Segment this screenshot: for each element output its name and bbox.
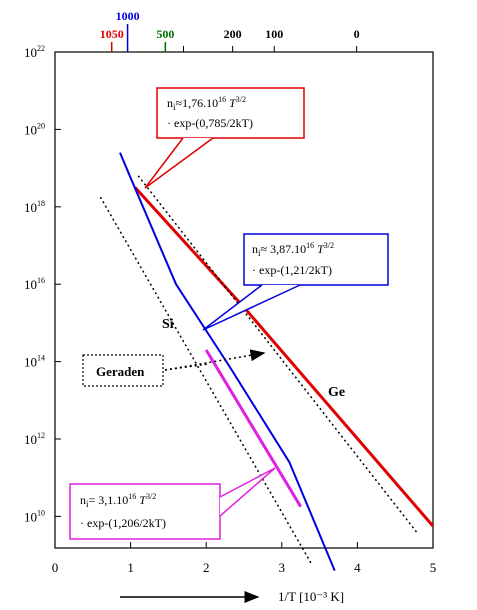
ge-pointer	[144, 137, 214, 189]
geraden-label: Geraden	[96, 364, 145, 379]
y-axis: 1022 1020 1018 1016 1014 1012 1010	[24, 44, 61, 524]
si-annotation: ni≈ 3,87.1016 T3/2 · exp-(1,21/2kT)	[202, 233, 389, 331]
si-formula-line1: ni≈ 3,87.1016 T3/2	[252, 241, 334, 258]
top-tick-label: 0	[354, 27, 360, 41]
magenta-formula-line1: ni= 3,1.1016 T3/2	[80, 492, 156, 509]
plot-frame	[54, 51, 434, 549]
x-tick-label: 0	[52, 560, 59, 575]
si-pointer	[202, 284, 301, 331]
si-formula-line2: · exp-(1,21/2kT)	[252, 263, 332, 277]
magenta-formula-line2: · exp-(1,206/2kT)	[80, 516, 166, 530]
x-axis: 0 1 2 3 4 5	[52, 542, 437, 575]
y-tick-label: 1010	[24, 508, 45, 524]
series-dotted-line	[137, 175, 419, 535]
geraden-arrow-2	[164, 363, 209, 371]
y-tick-label: 1016	[24, 276, 45, 292]
x-tick-label: 2	[203, 560, 210, 575]
geraden-box	[82, 354, 164, 387]
x-tick-label: 4	[354, 560, 361, 575]
y-tick-label: 1012	[24, 431, 45, 447]
ge-formula-line2: · exp-(0,785/2kT)	[167, 116, 253, 130]
x-tick-label: 5	[430, 560, 437, 575]
ge-formula-line1: ni≈1,76.1016 T3/2	[167, 95, 246, 112]
x-axis-label: 1/T [10⁻³ K]	[278, 589, 344, 604]
magenta-annotation-box	[69, 483, 221, 540]
magenta-pointer	[219, 467, 276, 517]
y-tick-label: 1020	[24, 121, 45, 137]
geraden-callout: Geraden	[82, 349, 266, 387]
series-magenta-line	[204, 349, 302, 508]
ge-annotation-box	[156, 87, 305, 139]
x-tick-label: 1	[127, 560, 134, 575]
series-si-line	[119, 152, 336, 571]
x-tick-label: 3	[279, 560, 286, 575]
si-series-label: Si	[162, 317, 174, 332]
series-dotted-line	[99, 196, 313, 566]
y-tick-label: 1018	[24, 199, 45, 215]
top-tick-label: 1000	[116, 9, 140, 23]
ge-annotation: ni≈1,76.1016 T3/2 · exp-(0,785/2kT)	[144, 87, 305, 189]
top-tick-label: 100	[265, 27, 283, 41]
top-tick-label: 200	[224, 27, 242, 41]
top-tick-label: 1050	[100, 27, 124, 41]
ge-series-label: Ge	[328, 385, 345, 400]
y-tick-label: 1014	[24, 354, 45, 370]
magenta-annotation: ni= 3,1.1016 T3/2 · exp-(1,206/2kT)	[69, 467, 276, 540]
top-tick-label: 500	[156, 27, 174, 41]
si-annotation-box	[243, 233, 389, 286]
y-tick-label: 1022	[24, 44, 45, 60]
